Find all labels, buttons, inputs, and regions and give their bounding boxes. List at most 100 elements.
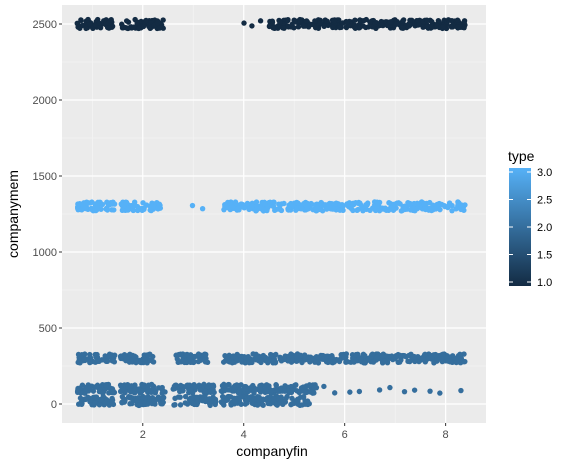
data-point	[290, 356, 296, 363]
data-point	[331, 17, 338, 24]
data-point	[145, 352, 152, 358]
data-point	[230, 384, 237, 391]
data-point	[341, 355, 347, 361]
data-point	[78, 17, 84, 23]
data-point	[96, 402, 103, 408]
data-point	[352, 358, 359, 364]
data-point	[400, 17, 407, 23]
data-point	[386, 200, 392, 206]
data-point	[382, 358, 388, 364]
data-point	[324, 18, 330, 25]
data-point	[210, 382, 217, 388]
data-point	[303, 18, 310, 24]
data-point	[111, 389, 118, 396]
data-point	[308, 389, 314, 395]
data-point	[456, 24, 462, 30]
y-tick-label: 500	[39, 323, 57, 335]
data-point	[120, 24, 127, 30]
data-point	[401, 388, 408, 395]
data-point	[220, 401, 226, 407]
data-point	[343, 351, 350, 357]
data-point	[127, 401, 133, 407]
data-point	[132, 202, 138, 209]
data-point	[374, 199, 380, 205]
data-point	[109, 399, 115, 406]
data-point	[389, 204, 395, 211]
data-point	[95, 200, 101, 206]
legend-tick-label: 2.0	[537, 222, 552, 234]
data-point	[376, 387, 383, 393]
data-point	[353, 351, 359, 358]
data-point	[174, 356, 180, 362]
data-point	[312, 18, 318, 24]
data-point	[313, 384, 320, 391]
data-point	[301, 352, 308, 358]
data-point	[429, 24, 435, 30]
data-point	[159, 390, 165, 396]
data-point	[241, 354, 247, 360]
data-point	[323, 353, 329, 360]
data-point	[159, 384, 165, 391]
data-point	[187, 387, 194, 393]
data-point	[369, 351, 376, 357]
data-point	[96, 358, 102, 364]
data-point	[225, 355, 231, 361]
data-point	[100, 357, 106, 363]
data-point	[182, 393, 189, 400]
data-point	[352, 17, 358, 23]
data-point	[195, 398, 201, 405]
data-point	[184, 351, 190, 358]
data-point	[379, 352, 385, 359]
data-point	[154, 19, 161, 26]
data-point	[315, 354, 322, 361]
data-point	[253, 207, 260, 214]
data-point	[278, 207, 285, 214]
legend-tick-label: 1.0	[537, 277, 552, 289]
data-point	[184, 401, 191, 407]
data-point	[461, 351, 467, 357]
y-tick-label: 2000	[33, 95, 57, 107]
data-point	[387, 384, 393, 391]
data-point	[243, 385, 250, 392]
data-point	[293, 353, 299, 359]
data-point	[428, 205, 435, 211]
data-point	[82, 386, 89, 392]
data-point	[332, 390, 338, 396]
data-point	[260, 352, 267, 359]
data-point	[175, 351, 182, 358]
data-point	[326, 205, 333, 211]
data-point	[105, 202, 112, 208]
data-point	[105, 24, 112, 30]
data-point	[264, 389, 271, 395]
data-point	[94, 351, 100, 358]
data-point	[148, 381, 155, 388]
data-point	[261, 207, 268, 213]
data-point	[127, 351, 133, 358]
data-point	[307, 21, 314, 27]
data-point	[99, 201, 106, 208]
data-point	[83, 396, 89, 403]
x-axis-ticks: 2 4 6 8	[140, 423, 449, 441]
data-point	[360, 351, 367, 358]
data-point	[259, 401, 266, 408]
data-point	[156, 201, 163, 207]
data-point	[133, 359, 139, 366]
data-point	[172, 401, 178, 408]
data-point	[270, 358, 276, 364]
data-point	[321, 383, 327, 390]
data-point	[411, 200, 417, 207]
data-point	[141, 394, 148, 401]
data-point	[395, 359, 401, 365]
data-point	[236, 389, 242, 395]
data-point	[125, 205, 131, 211]
y-tick-label: 1500	[33, 171, 57, 183]
data-point	[407, 358, 413, 365]
data-point	[337, 207, 343, 213]
data-point	[227, 394, 234, 400]
data-point	[344, 19, 350, 25]
data-point	[400, 204, 407, 210]
data-point	[179, 357, 186, 363]
data-point	[363, 16, 369, 23]
data-point	[212, 401, 218, 408]
data-point	[202, 359, 209, 365]
